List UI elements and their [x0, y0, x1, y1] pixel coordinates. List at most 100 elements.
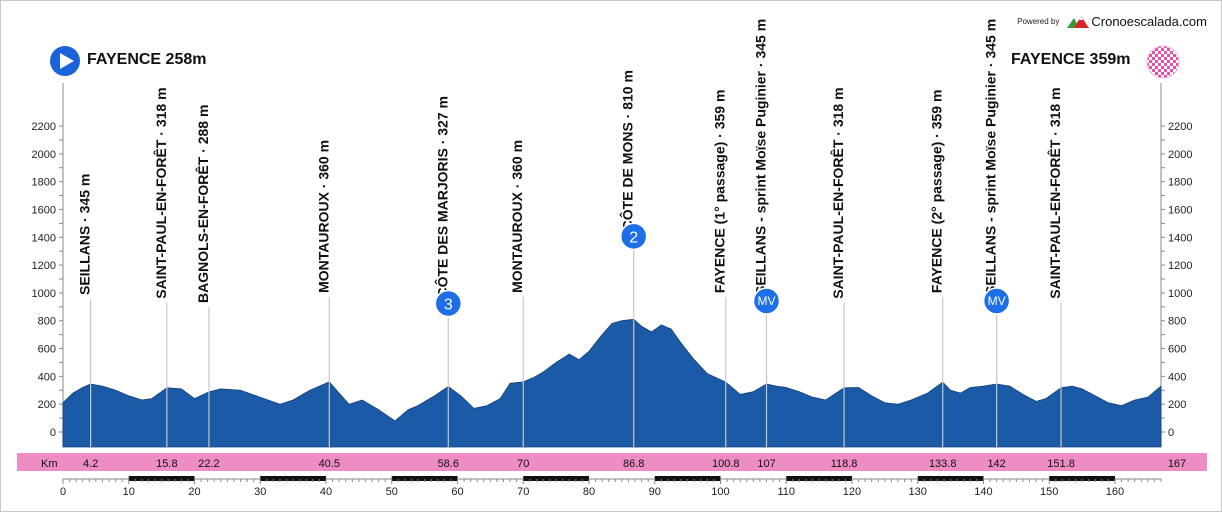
- x-scale-segment: [654, 476, 721, 481]
- waypoint-label: SEILLANS - sprint Moïse Puginier · 345 m: [983, 19, 999, 295]
- x-tick-label: 0: [60, 486, 66, 498]
- km-value: 118.8: [831, 458, 858, 470]
- waypoint-label: SAINT-PAUL-EN-FORÊT · 318 m: [152, 87, 169, 298]
- x-tick-label: 160: [1106, 486, 1124, 498]
- waypoint-layer: SEILLANS · 345 m SAINT-PAUL-EN-FORÊT · 31…: [77, 19, 1063, 447]
- climb-badge-label: 2: [629, 229, 638, 246]
- x-tick-label: 70: [517, 486, 529, 498]
- km-bar: Km 4.2 15.8 22.2 40.5 58.6 70 86.8 100.8 107 118.8…: [17, 453, 1207, 471]
- x-tick-label: 80: [583, 486, 595, 498]
- km-value: 107: [757, 458, 775, 470]
- climb-badge: [619, 222, 648, 251]
- km-value: 151.8: [1047, 458, 1075, 470]
- y-tick-label: 2200: [32, 121, 56, 133]
- x-axis: 0 10 20 30 40 50 60 70 80 90 100 110 120 130 140 150 160: [60, 476, 1162, 498]
- x-scale-segment: [1049, 476, 1115, 481]
- waypoint-label: BAGNOLS-EN-FORÊT · 288 m: [194, 105, 211, 303]
- y-tick-label: 1800: [1168, 177, 1192, 189]
- finish-checkered-flag-icon: [1146, 45, 1180, 79]
- x-scale-segment: [260, 476, 326, 481]
- x-tick-label: 120: [843, 486, 861, 498]
- waypoint-label: SAINT-PAUL-EN-FORÊT · 318 m: [829, 87, 846, 298]
- x-tick-label: 10: [123, 486, 135, 498]
- km-bar-label: Km: [41, 458, 58, 470]
- start-flag-icon: [50, 46, 80, 76]
- profile-area-layer: [62, 318, 1162, 448]
- climb-badge: [982, 287, 1011, 315]
- y-tick-label: 1400: [32, 232, 56, 244]
- x-scale-segment: [786, 476, 852, 481]
- y-tick-label: 800: [38, 316, 56, 328]
- x-scale-segment: [523, 476, 589, 481]
- waypoint-label: MONTAUROUX · 360 m: [509, 140, 525, 293]
- waypoint-label: SEILLANS · 345 m: [77, 174, 93, 295]
- y-tick-label: 1200: [1168, 260, 1192, 272]
- climb-badge: [752, 287, 781, 315]
- waypoint-label: FAYENCE (1° passage) · 359 m: [712, 90, 728, 294]
- km-bar-background: [17, 453, 1207, 471]
- y-tick-label: 400: [1168, 371, 1186, 383]
- x-tick-label: 100: [711, 486, 729, 498]
- elevation-profile-area: [62, 318, 1162, 448]
- km-value: 4.2: [83, 458, 98, 470]
- km-value: 133.8: [929, 458, 957, 470]
- y-tick-label: 600: [1168, 344, 1186, 356]
- y-tick-label: 1600: [1168, 204, 1192, 216]
- y-tick-label: 400: [38, 371, 56, 383]
- x-tick-label: 150: [1040, 486, 1058, 498]
- y-tick-label: 200: [38, 399, 56, 411]
- climb-badge-label: MV: [758, 294, 776, 308]
- km-value: 100.8: [712, 458, 740, 470]
- y-tick-label: 1800: [32, 177, 56, 189]
- start-label: FAYENCE 258m: [87, 51, 207, 68]
- powered-by-text: Powered by: [1017, 17, 1060, 26]
- waypoint-label: FAYENCE (2° passage) · 359 m: [929, 90, 945, 294]
- y-tick-label: 1000: [32, 288, 56, 300]
- climb-badge-label: MV: [988, 294, 1006, 308]
- mountain-logo-icon: [1067, 15, 1090, 28]
- km-value: 40.5: [319, 458, 340, 470]
- brand-name: Cronoescalada.com: [1091, 14, 1207, 29]
- brand[interactable]: Powered by Cronoescalada.com: [1017, 14, 1207, 29]
- climb-badge: [434, 289, 463, 318]
- waypoint-label: MONTAUROUX · 360 m: [315, 140, 331, 293]
- km-value: 142: [987, 458, 1005, 470]
- waypoint-label: SEILLANS - sprint Moïse Puginier · 345 m: [753, 19, 769, 295]
- km-value: 22.2: [198, 458, 219, 470]
- y-tick-label: 600: [38, 344, 56, 356]
- y-tick-label: 1200: [32, 260, 56, 272]
- km-value: 15.8: [156, 458, 177, 470]
- y-tick-label: 1000: [1168, 288, 1192, 300]
- y-axis-left: 0 200 400 600 800 1000 1200 1400 1600 1800 2000 220…: [32, 83, 64, 447]
- km-value-finish: 167: [1168, 458, 1186, 470]
- x-tick-label: 50: [386, 486, 398, 498]
- y-tick-label: 800: [1168, 316, 1186, 328]
- x-tick-label: 20: [188, 486, 200, 498]
- x-tick-label: 90: [649, 486, 661, 498]
- x-tick-label: 40: [320, 486, 332, 498]
- x-tick-label: 60: [451, 486, 463, 498]
- y-tick-label: 0: [50, 427, 56, 439]
- km-value: 86.8: [623, 458, 644, 470]
- x-scale-segment: [391, 476, 458, 481]
- x-tick-label: 130: [909, 486, 927, 498]
- y-tick-label: 2000: [32, 149, 56, 161]
- waypoint-label: SAINT-PAUL-EN-FORÊT · 318 m: [1046, 87, 1063, 298]
- y-tick-label: 2200: [1168, 121, 1192, 133]
- y-tick-label: 1400: [1168, 232, 1192, 244]
- x-scale-segment: [128, 476, 195, 481]
- x-tick-label: 110: [777, 486, 795, 498]
- climb-badge-label: 3: [444, 297, 453, 314]
- waypoint-label: CÔTE DES MARJORIS · 327 m: [433, 96, 450, 298]
- km-value: 58.6: [438, 458, 459, 470]
- x-tick-label: 30: [254, 486, 266, 498]
- y-tick-label: 2000: [1168, 149, 1192, 161]
- km-value: 70: [517, 458, 529, 470]
- y-tick-label: 1600: [32, 204, 56, 216]
- waypoint-label: CÔTE DE MONS · 810 m: [619, 70, 636, 230]
- x-tick-label: 140: [974, 486, 992, 498]
- finish-label: FAYENCE 359m: [1011, 51, 1131, 68]
- y-tick-label: 0: [1168, 427, 1174, 439]
